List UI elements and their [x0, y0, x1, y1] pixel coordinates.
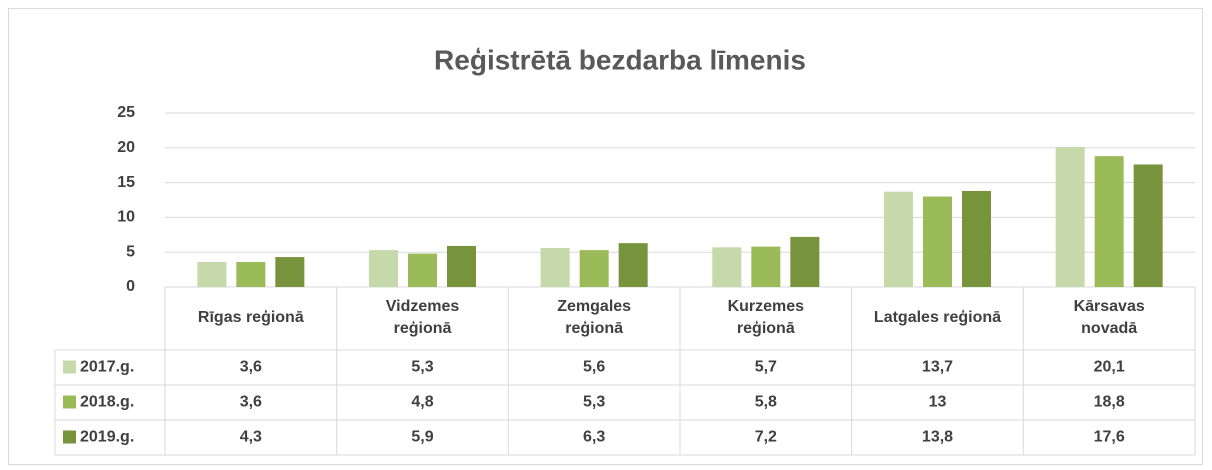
data-label: 4,3: [240, 429, 262, 446]
data-label: 5,8: [755, 394, 777, 411]
bar: [712, 247, 742, 287]
legend-swatch: [63, 395, 76, 409]
bar: [447, 245, 476, 287]
legend-label: 2019.g.: [80, 429, 134, 446]
y-tick-label: 5: [126, 243, 135, 260]
bar: [618, 243, 648, 287]
data-label: 20,1: [1094, 359, 1125, 376]
data-label: 13: [929, 394, 947, 411]
x-tick-label: Kurzemes reģionā: [728, 298, 805, 337]
bar: [540, 248, 570, 287]
legend-label: 2018.g.: [80, 394, 134, 411]
bar: [1094, 156, 1124, 287]
data-label: 3,6: [240, 359, 262, 376]
bar: [923, 196, 952, 287]
bar: [408, 253, 437, 287]
x-tick-label: Vidzemes reģionā: [386, 298, 460, 337]
y-tick-label: 0: [126, 278, 135, 295]
bar: [1055, 147, 1085, 287]
bar: [579, 250, 609, 287]
chart-title: Reģistrētā bezdarba līmenis: [434, 44, 806, 75]
data-label: 7,2: [755, 429, 777, 446]
data-label: 3,6: [240, 394, 262, 411]
bar: [884, 191, 913, 287]
x-tick-label: Rīgas reģionā: [198, 308, 304, 326]
legend-swatch: [63, 430, 76, 444]
data-label: 5,3: [583, 394, 605, 411]
bar: [275, 257, 305, 287]
data-label: 13,7: [922, 359, 953, 376]
y-tick-label: 10: [117, 209, 135, 226]
x-tick-label: Latgales reģionā: [874, 308, 1001, 326]
data-label: 5,3: [411, 359, 433, 376]
y-tick-label: 15: [117, 174, 135, 191]
x-tick-label: Zemgales reģionā: [557, 298, 631, 337]
bar: [962, 190, 991, 287]
bar: [236, 261, 266, 287]
bar: [751, 246, 781, 287]
bar: [1133, 164, 1163, 287]
data-label: 13,8: [922, 429, 953, 446]
data-label: 4,8: [411, 394, 433, 411]
data-label: 17,6: [1094, 429, 1125, 446]
x-tick-label: Kārsavas novadā: [1074, 298, 1145, 337]
chart-border: [8, 8, 1203, 465]
data-label: 5,7: [755, 359, 777, 376]
legend-swatch: [63, 360, 76, 374]
bar: [790, 236, 820, 287]
data-label: 5,6: [583, 359, 605, 376]
y-tick-label: 25: [117, 104, 135, 121]
bar: [197, 261, 227, 287]
bar: [369, 250, 398, 287]
legend-label: 2017.g.: [80, 359, 134, 376]
data-label: 6,3: [583, 429, 605, 446]
data-label: 5,9: [411, 429, 433, 446]
y-tick-label: 20: [117, 139, 135, 156]
data-label: 18,8: [1094, 394, 1125, 411]
